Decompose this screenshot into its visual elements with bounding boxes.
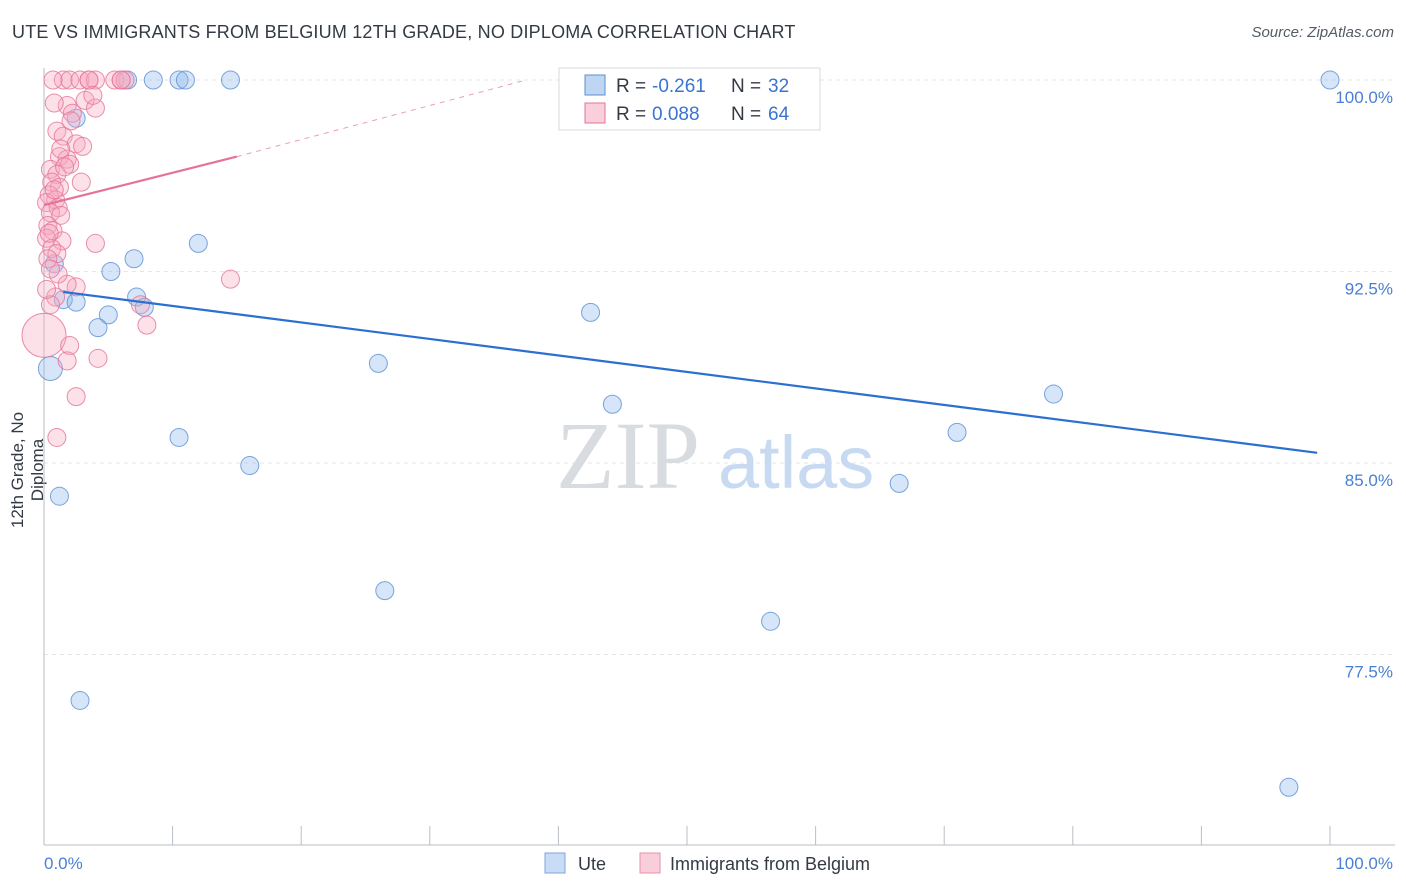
data-point	[602, 394, 622, 414]
data-point	[761, 611, 781, 631]
data-point	[47, 121, 67, 141]
data-point	[143, 70, 163, 90]
data-point	[83, 85, 103, 105]
data-point	[55, 157, 75, 177]
legend-swatch	[544, 852, 566, 874]
data-point	[51, 139, 71, 159]
data-point	[581, 302, 601, 322]
data-point	[44, 180, 64, 200]
data-point	[85, 98, 105, 118]
stats-r-value: -0.261	[652, 76, 706, 97]
data-point	[1279, 777, 1299, 797]
data-point	[130, 295, 150, 315]
y-tick-label: 92.5%	[1345, 280, 1393, 299]
data-point	[60, 154, 80, 174]
data-point	[43, 70, 63, 90]
data-point	[66, 387, 86, 407]
data-point	[124, 249, 144, 269]
data-point	[1044, 384, 1064, 404]
chart-source: Source: ZipAtlas.com	[1251, 24, 1394, 41]
legend-label: Immigrants from Belgium	[670, 854, 870, 874]
watermark-zip: ZIP	[556, 402, 700, 509]
stats-n-value: 32	[768, 76, 789, 97]
data-point	[61, 111, 81, 131]
data-point	[101, 262, 121, 281]
data-point	[175, 70, 195, 90]
stats-legend-swatch	[584, 102, 606, 124]
data-point	[62, 103, 82, 123]
stats-legend-swatch	[584, 74, 606, 96]
data-point	[51, 205, 71, 225]
data-point	[240, 456, 260, 476]
data-point	[40, 295, 60, 315]
data-point	[37, 279, 57, 299]
stats-n-label: N =	[731, 76, 761, 97]
data-point	[85, 233, 105, 253]
data-point	[49, 177, 69, 197]
watermark-atlas: atlas	[718, 421, 874, 504]
data-point	[85, 70, 105, 90]
data-point	[71, 172, 91, 192]
data-point	[188, 233, 208, 253]
data-point	[169, 427, 189, 447]
trend-line-immigrants-extension	[236, 79, 527, 158]
series-ute	[37, 70, 1340, 797]
data-point	[111, 70, 131, 90]
data-point	[37, 228, 57, 248]
data-point	[40, 259, 60, 279]
data-point	[21, 312, 67, 358]
x-tick-label: 0.0%	[44, 854, 83, 873]
data-point	[60, 70, 80, 90]
data-point	[1320, 70, 1340, 90]
stats-n-label: N =	[731, 104, 761, 125]
stats-r-label: R =	[616, 104, 646, 125]
data-point	[88, 318, 108, 338]
data-point	[375, 581, 395, 601]
data-point	[105, 70, 125, 90]
data-point	[53, 70, 73, 90]
chart-title: UTE VS IMMIGRANTS FROM BELGIUM 12TH GRAD…	[12, 22, 796, 42]
data-point	[98, 305, 118, 325]
legend-label: Ute	[578, 854, 606, 874]
data-point	[47, 427, 67, 447]
data-point	[60, 336, 80, 356]
data-point	[42, 239, 62, 259]
stats-r-label: R =	[616, 76, 646, 97]
trend-line-ute	[63, 290, 1318, 454]
data-point	[220, 269, 240, 289]
legend-swatch	[639, 852, 661, 874]
data-point	[70, 690, 90, 710]
trend-line-immigrants	[43, 155, 238, 207]
series-immigrants-belgium	[21, 70, 240, 447]
data-point	[137, 315, 157, 335]
bottom-legend: Ute Immigrants from Belgium	[544, 852, 870, 874]
stats-n-value: 64	[768, 104, 790, 125]
data-point	[73, 136, 93, 156]
y-tick-label: 77.5%	[1345, 663, 1393, 682]
stats-r-value: 0.088	[652, 104, 700, 125]
y-tick-label: 85.0%	[1345, 471, 1393, 490]
data-point	[889, 473, 909, 493]
data-point	[39, 223, 59, 243]
stats-legend: R = -0.261 N = 32 R = 0.088 N = 64	[558, 67, 821, 131]
data-point	[44, 93, 64, 113]
data-point	[947, 422, 967, 442]
data-point	[220, 70, 240, 90]
data-point	[57, 149, 77, 169]
data-point	[169, 70, 189, 90]
x-tick-label: 100.0%	[1335, 854, 1393, 873]
data-point	[49, 486, 69, 506]
y-tick-label: 100.0%	[1335, 88, 1393, 107]
data-point	[57, 351, 77, 371]
data-point	[88, 348, 108, 368]
data-point	[79, 70, 99, 90]
data-point	[368, 353, 388, 373]
